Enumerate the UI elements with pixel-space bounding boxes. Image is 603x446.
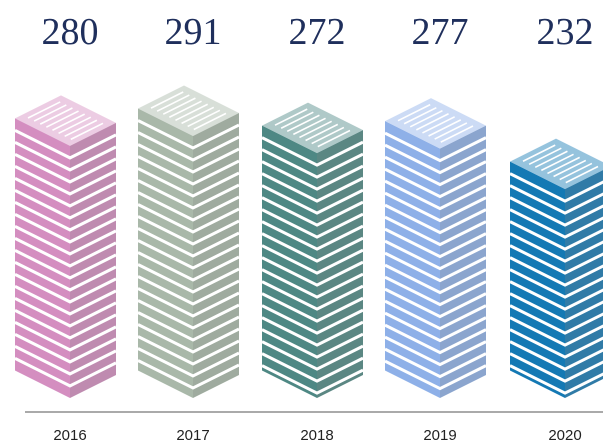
value-label: 280 — [42, 11, 99, 53]
building — [510, 139, 603, 398]
value-label: 232 — [537, 11, 594, 53]
x-tick-label: 2017 — [176, 427, 209, 444]
building — [138, 86, 239, 399]
value-label: 291 — [165, 11, 222, 53]
bar-side-shade — [70, 123, 116, 398]
building — [15, 95, 116, 398]
building — [262, 103, 363, 398]
chart: 280 2016 291 2017 272 2018 277 2019 232 2020 — [0, 0, 603, 446]
x-tick-label: 2016 — [53, 427, 86, 444]
value-label: 277 — [412, 11, 469, 53]
bar — [15, 118, 70, 398]
x-tick-label: 2020 — [548, 427, 581, 444]
value-label: 272 — [289, 11, 346, 53]
building — [385, 98, 486, 398]
x-tick-label: 2018 — [300, 427, 333, 444]
x-tick-label: 2019 — [423, 427, 456, 444]
